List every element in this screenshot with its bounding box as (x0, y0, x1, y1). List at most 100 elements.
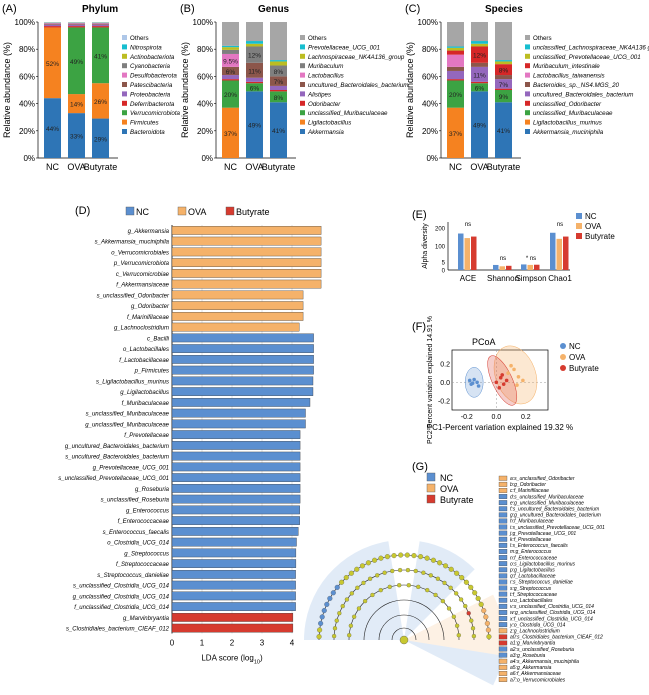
y-axis-label: Alpha diversity (422, 223, 429, 269)
clade-node (442, 580, 447, 586)
legend-swatch (525, 63, 530, 69)
y-tick-label: -0.2 (438, 398, 450, 405)
segment-label: 41% (272, 128, 285, 135)
clade-label: u:o_Lactobacillales (510, 598, 553, 604)
clade-label: e:g_unclassified_Muribaculaceae (510, 500, 584, 506)
legend-label: Lactobacillus_taiwanensis (533, 73, 605, 80)
legend-swatch (525, 110, 530, 116)
taxon-label: f_Prevotellaceae (124, 433, 169, 439)
y-tick-label: 100% (15, 18, 35, 27)
legend-label: uncultured_Bacteroidales_bacterium (533, 91, 633, 98)
stack-segment (495, 88, 512, 90)
legend-swatch (525, 35, 530, 40)
clade-node (344, 597, 350, 602)
panel-e-tag: (E) (412, 209, 427, 221)
clade-label-swatch (498, 640, 508, 646)
taxon-label: g_Lachnoclostridium (114, 326, 169, 332)
alpha-bar (506, 265, 512, 270)
alpha-bar (563, 236, 569, 270)
clade-node (406, 583, 411, 588)
alpha-bar (493, 264, 499, 270)
clade-node (356, 606, 362, 611)
clade-label-swatch (498, 518, 508, 524)
legend-label: Bacteroidota (130, 129, 165, 136)
clade-node (378, 588, 383, 593)
legend-swatch (125, 206, 135, 216)
clade-label: c:f_Marinifilaceae (510, 488, 549, 494)
stack-segment (246, 83, 263, 92)
legend-swatch (122, 44, 127, 50)
scatter-point (515, 383, 519, 387)
legend-swatch (122, 72, 127, 78)
taxon-label: f_Marinifilaceae (127, 315, 170, 321)
clade-node (347, 633, 352, 638)
taxon-label: p_Verrucomicrobiota (113, 261, 170, 267)
legend-label: Ligilactobacillus_murinus (533, 120, 602, 127)
clade-node (440, 598, 446, 604)
legend-label: Firmicutes (130, 120, 159, 127)
clade-label: i:s_unclassified_Prevotellaceae_UCG_001 (510, 525, 605, 531)
clade-label-swatch (498, 671, 508, 676)
stack-segment (495, 61, 512, 65)
legend-label: Odoribacter (308, 101, 341, 108)
clade-label-swatch (498, 542, 508, 548)
clade-label-swatch (498, 597, 508, 603)
category-label: NC (224, 162, 237, 172)
stack-segment (222, 79, 239, 81)
legend-swatch (525, 44, 530, 50)
y-tick-label: 40% (422, 100, 438, 109)
y-tick-label: 0 (442, 269, 446, 275)
clade-label-swatch (498, 658, 508, 664)
category-label: OVA (245, 162, 263, 172)
clade-node (454, 591, 459, 596)
segment-label: 52% (46, 61, 59, 68)
scatter-point (504, 378, 509, 383)
clade-label-swatch (498, 475, 508, 481)
segment-label: 8% (274, 95, 284, 102)
legend-label: NC (136, 207, 149, 217)
clade-label: w:g_unclassified_Clostridia_UCG_014 (510, 610, 596, 616)
legend-label: unclassified_Lachnospiraceae_NK4A136 gro… (533, 44, 649, 51)
clade-label: a4:s_Akkermansia_muciniphila (510, 659, 579, 665)
significance-label: ns (465, 222, 471, 228)
clade-node (478, 601, 484, 607)
legend-swatch (300, 129, 305, 134)
y-tick-label: 100% (418, 18, 438, 27)
clade-label: n:f_Enterococcaceae (510, 555, 557, 561)
stack-segment (246, 91, 263, 158)
clade-label: t:f_Streptococcaceae (510, 592, 557, 598)
stack-segment (495, 90, 512, 103)
legend-swatch (122, 63, 127, 69)
clade-label-swatch (498, 524, 508, 530)
taxon-label: s_unclassified_Odoribacter (97, 293, 170, 299)
clade-label-swatch (498, 664, 508, 670)
clade-label-swatch (498, 488, 508, 493)
clade-label: q:f_Lactobacillaceae (510, 574, 556, 580)
legend-label: Ligilactobacillus (308, 120, 351, 127)
clade-label-swatch (498, 610, 508, 615)
panel-c-tag: (C) (405, 3, 420, 15)
taxon-label: s_Akkermansia_muciniphila (95, 240, 170, 246)
lda-bar (171, 462, 301, 472)
taxon-label: g_Prevotellaceae_UCG_001 (93, 465, 169, 471)
clade-node (483, 614, 489, 620)
clade-label: v:s_unclassified_Clostridia_UCG_014 (510, 604, 594, 610)
y-tick-label: 5 (442, 261, 446, 267)
clade-node (454, 623, 460, 628)
taxon-label: c_Bacilli (147, 336, 170, 342)
alpha-bar (527, 264, 533, 270)
lda-bar (171, 269, 322, 278)
taxon-label: s_Clostridiales_bacterium_CIEAF_012 (66, 627, 170, 633)
clade-label-swatch (498, 652, 508, 658)
stack-segment (447, 46, 464, 48)
x-axis-label: PC1-Percent variation explained 19.32 % (427, 423, 573, 432)
clade-node (397, 567, 403, 573)
clade-node (484, 620, 490, 626)
stack-segment (44, 22, 61, 23)
segment-label: 11% (473, 72, 486, 79)
stack-segment (92, 24, 109, 25)
stack-segment (471, 43, 488, 47)
y-tick-label: 0% (426, 154, 438, 163)
clade-node (318, 620, 324, 626)
